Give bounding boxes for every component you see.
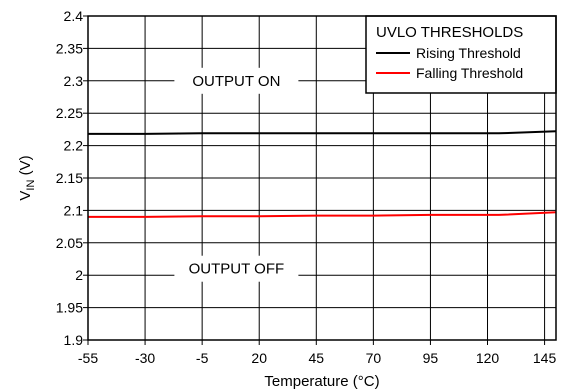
x-axis-ticks: -55 -30 -5 20 45 70 95 120 145 — [78, 340, 557, 366]
legend-title: UVLO THRESHOLDS — [376, 24, 523, 41]
y-tick-label: 2 — [75, 267, 83, 283]
y-axis-label-subscript: IN — [25, 180, 37, 191]
y-tick-label: 1.9 — [64, 332, 84, 348]
x-tick-label: 20 — [251, 350, 267, 366]
x-tick-label: 95 — [423, 350, 439, 366]
x-tick-label: 145 — [533, 350, 557, 366]
series-lines — [88, 130, 557, 218]
output-on-annotation: OUTPUT ON — [192, 73, 280, 90]
y-tick-label: 2.25 — [56, 105, 83, 121]
legend-box — [365, 15, 557, 94]
y-axis-label: VIN (V) — [17, 155, 37, 200]
y-tick-label: 1.95 — [56, 300, 83, 316]
x-tick-label: 45 — [309, 350, 325, 366]
legend-label-rising: Rising Threshold — [416, 45, 521, 61]
y-tick-label: 2.1 — [64, 202, 84, 218]
annotation-background — [174, 67, 299, 94]
y-axis-label-unit: (V) — [17, 155, 34, 179]
y-axis-label-main: V — [17, 191, 34, 201]
legend: UVLO THRESHOLDS Rising Threshold Falling T… — [365, 15, 557, 94]
y-tick-label: 2.35 — [56, 40, 83, 56]
y-tick-label: 2.15 — [56, 170, 83, 186]
output-off-annotation: OUTPUT OFF — [189, 261, 285, 278]
x-tick-label: 120 — [476, 350, 500, 366]
x-axis-label: Temperature (°C) — [264, 373, 379, 390]
x-tick-label: 70 — [366, 350, 382, 366]
region-annotations: OUTPUT ON OUTPUT OFF — [174, 67, 299, 282]
y-tick-label: 2.4 — [64, 8, 84, 24]
x-tick-label: -30 — [135, 350, 155, 366]
x-tick-label: -5 — [196, 350, 209, 366]
y-tick-label: 2.2 — [64, 138, 84, 154]
legend-label-falling: Falling Threshold — [416, 65, 523, 81]
y-axis-ticks: 1.9 1.95 2 2.05 2.1 2.15 2.2 2.25 2.3 2.35 2.4 — [56, 8, 88, 348]
series-line-rising-threshold — [88, 130, 557, 135]
series-line-falling-threshold — [88, 211, 557, 218]
y-tick-label: 2.3 — [64, 73, 84, 89]
x-tick-label: -55 — [78, 350, 98, 366]
y-tick-label: 2.05 — [56, 235, 83, 251]
annotation-background — [174, 255, 299, 282]
